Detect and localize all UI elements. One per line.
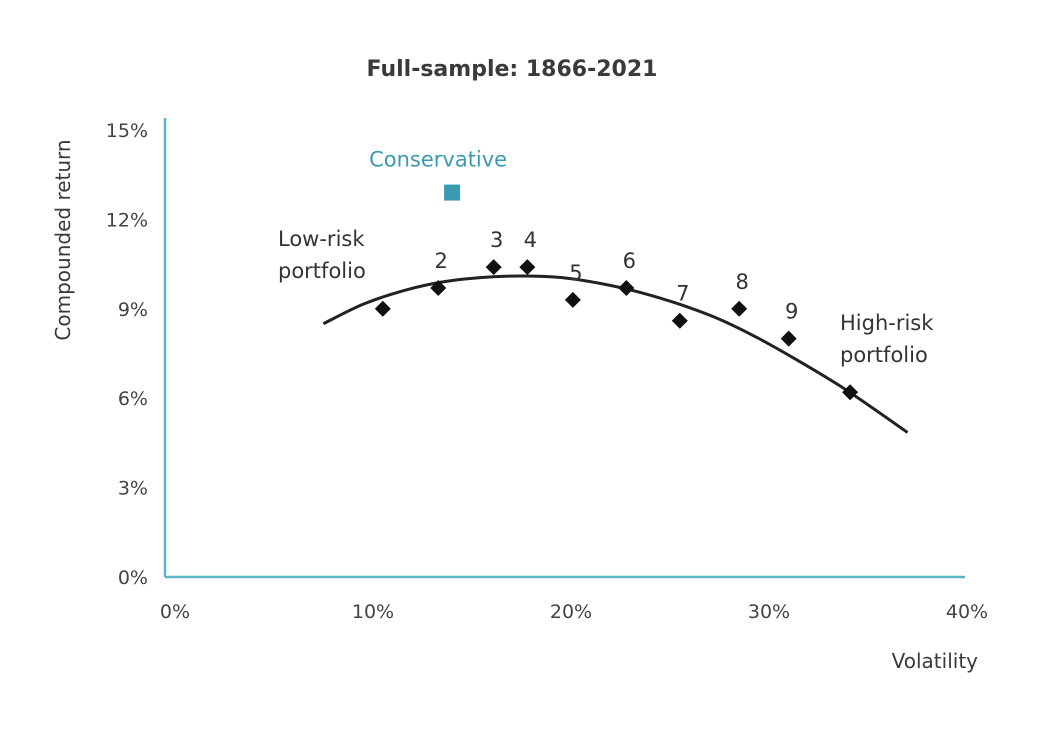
data-point-marker — [564, 291, 581, 308]
conservative-label: Conservative — [369, 148, 507, 172]
y-tick-label: 9% — [118, 299, 148, 321]
x-axis-label: Volatility — [892, 649, 979, 673]
data-point-marker — [519, 259, 536, 276]
data-point-marker — [842, 384, 859, 401]
data-point-label: 3 — [490, 228, 503, 252]
data-point-marker — [430, 279, 447, 296]
data-point-marker — [485, 259, 502, 276]
points-layer: 2 3 4 5 6 7 8 9 Conservative — [369, 148, 859, 401]
low-risk-label-line1: Low-risk — [278, 227, 365, 251]
x-tick-label: 40% — [946, 601, 988, 623]
data-point-label: 6 — [623, 249, 636, 273]
data-point-label: 5 — [569, 261, 582, 285]
axes: 0% 10% 20% 30% 40% 0% 3% 6% 9% 12% 15% — [106, 118, 988, 623]
fit-curve — [322, 274, 909, 434]
data-point-marker — [374, 300, 391, 317]
x-tick-label: 0% — [160, 601, 190, 623]
y-tick-label: 12% — [106, 209, 148, 231]
data-point-label: 8 — [736, 270, 749, 294]
x-tick-label: 30% — [748, 601, 790, 623]
y-tick-label: 3% — [118, 478, 148, 500]
data-point-label: 9 — [785, 300, 798, 324]
data-point-marker — [731, 300, 748, 317]
x-tick-label: 20% — [550, 601, 592, 623]
low-risk-label-line2: portfolio — [278, 259, 366, 283]
data-point-label: 7 — [676, 282, 689, 306]
chart-title: Full-sample: 1866-2021 — [367, 57, 658, 82]
data-point-marker — [618, 279, 635, 296]
y-tick-label: 15% — [106, 120, 148, 142]
high-risk-label-line2: portfolio — [840, 343, 928, 367]
conservative-marker — [444, 184, 461, 201]
data-point-marker — [780, 330, 797, 347]
data-point-label: 2 — [435, 249, 448, 273]
high-risk-label-line1: High-risk — [840, 311, 934, 335]
y-axis-label: Compounded return — [51, 139, 75, 340]
x-tick-label: 10% — [352, 601, 394, 623]
data-point-marker — [671, 312, 688, 329]
y-tick-label: 0% — [118, 567, 148, 589]
y-tick-label: 6% — [118, 388, 148, 410]
data-point-label: 4 — [524, 228, 537, 252]
fit-curve-layer — [322, 274, 909, 434]
